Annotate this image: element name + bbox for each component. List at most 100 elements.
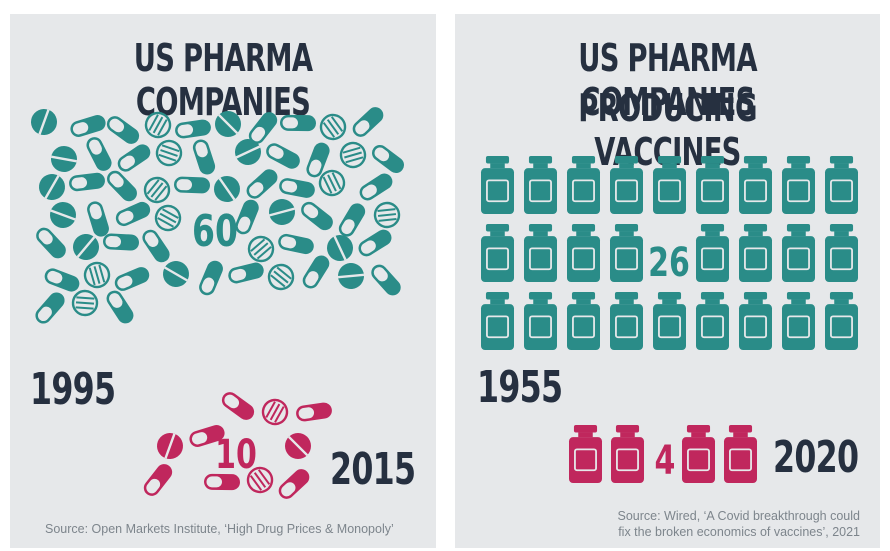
year-label-2020: 2020: [773, 432, 859, 483]
vial-1955-8: [782, 156, 815, 214]
pill-1995-19: [339, 141, 367, 169]
pill-1995-38: [338, 203, 366, 237]
pill-2015-5: [296, 402, 332, 422]
panel-title: US PHARMA COMPANIES: [133, 36, 313, 124]
vial-1955-18: [481, 292, 514, 350]
count-label-1955: 26: [648, 240, 690, 286]
pill-1995-48: [44, 268, 80, 292]
pill-1995-21: [39, 174, 65, 200]
pill-1995-17: [266, 143, 300, 169]
pill-1995-28: [279, 178, 315, 198]
source-line-1: Source: Wired, ‘A Covid breakthrough cou…: [617, 509, 861, 523]
pill-1995-29: [318, 169, 346, 197]
pill-1995-18: [306, 142, 330, 178]
pill-2015-9: [246, 466, 274, 494]
pill-2015-10: [278, 469, 310, 499]
vial-1955-3: [567, 156, 600, 214]
vaccine-producers-panel: US PHARMA COMPANIES PRODUCING VACCINES 2…: [455, 14, 880, 548]
vial-1955-1: [481, 156, 514, 214]
vial-2020-1: [569, 425, 602, 483]
pharma-companies-panel: US PHARMA COMPANIES 60 10 1995 2015 Sourc…: [10, 14, 436, 548]
vial-2020-4: [724, 425, 757, 483]
vial-1955-14: [696, 224, 729, 282]
vial-1955-6: [696, 156, 729, 214]
vial-1955-22: [653, 292, 686, 350]
pill-1995-47: [358, 229, 392, 257]
pill-1995-35: [235, 199, 259, 235]
vial-1955-25: [782, 292, 815, 350]
pill-1995-4: [144, 111, 172, 139]
count-label-2020: 4: [655, 438, 676, 484]
pill-1995-10: [352, 107, 384, 137]
pill-1995-31: [50, 202, 76, 228]
vial-1955-12: [567, 224, 600, 282]
pill-1995-9: [319, 113, 347, 141]
pill-1995-52: [199, 260, 223, 296]
vial-2020-2: [611, 425, 644, 483]
vial-1955-16: [782, 224, 815, 282]
pill-1995-5: [175, 119, 211, 139]
year-label-2015: 2015: [330, 444, 416, 495]
vial-1955-2: [524, 156, 557, 214]
pill-1995-51: [163, 261, 189, 287]
vial-pictogram: 26 4: [481, 156, 858, 484]
vial-1955-20: [567, 292, 600, 350]
pill-1995-27: [246, 169, 278, 199]
vial-2020-3: [682, 425, 715, 483]
pill-1995-30: [359, 173, 393, 201]
pill-1995-14: [155, 139, 183, 167]
count-label-1995: 60: [192, 206, 238, 257]
pill-2015-6: [285, 433, 311, 459]
pill-1995-22: [69, 172, 105, 192]
pill-1995-40: [36, 227, 66, 259]
pill-1995-43: [142, 229, 170, 263]
pill-1995-2: [70, 115, 106, 137]
vial-1955-19: [524, 292, 557, 350]
pill-1995-58: [35, 292, 65, 324]
pill-2015-4: [261, 398, 289, 426]
source-note: Source: Wired, ‘A Covid breakthrough cou…: [618, 508, 861, 540]
pill-2015-1: [157, 433, 183, 459]
pill-1995-36: [269, 199, 295, 225]
pill-1995-32: [87, 201, 109, 237]
pill-1995-7: [248, 112, 278, 144]
pill-1995-49: [83, 261, 111, 289]
pill-1995-16: [235, 139, 261, 165]
pill-2015-3: [221, 392, 255, 420]
pill-1995-26: [214, 176, 240, 202]
pill-2015-2: [189, 425, 225, 447]
vial-1955-11: [524, 224, 557, 282]
pill-pictogram: 60 10: [31, 107, 404, 499]
pill-1995-11: [50, 146, 78, 172]
pill-1995-6: [215, 111, 241, 137]
pill-1995-3: [106, 116, 140, 144]
pill-1995-53: [228, 262, 264, 284]
pill-1995-50: [114, 267, 150, 291]
pill-1995-57: [371, 264, 401, 296]
year-label-1995: 1995: [30, 364, 116, 415]
vial-1955-26: [825, 292, 858, 350]
pill-1995-34: [154, 204, 182, 232]
pill-1995-45: [278, 233, 314, 255]
source-line-2: fix the broken economics of vaccines’, 2…: [618, 525, 860, 539]
year-label-1955: 1955: [477, 362, 563, 413]
pill-1995-13: [117, 144, 151, 172]
pill-1995-1: [31, 109, 57, 135]
pill-1995-44: [247, 235, 275, 263]
pill-1995-15: [192, 139, 216, 175]
pill-1995-56: [337, 263, 365, 289]
pill-1995-54: [267, 263, 295, 291]
vial-1955-5: [653, 156, 686, 214]
pill-1995-46: [327, 235, 353, 261]
pill-1995-23: [107, 170, 137, 202]
pill-1995-33: [115, 201, 151, 227]
vial-1955-9: [825, 156, 858, 214]
pill-1995-20: [372, 144, 404, 174]
vial-1955-21: [610, 292, 643, 350]
vial-1955-17: [825, 224, 858, 282]
pill-1995-24: [143, 176, 171, 204]
vial-1955-15: [739, 224, 772, 282]
count-label-2015: 10: [215, 432, 257, 478]
pill-1995-8: [280, 114, 316, 132]
vial-1955-4: [610, 156, 643, 214]
